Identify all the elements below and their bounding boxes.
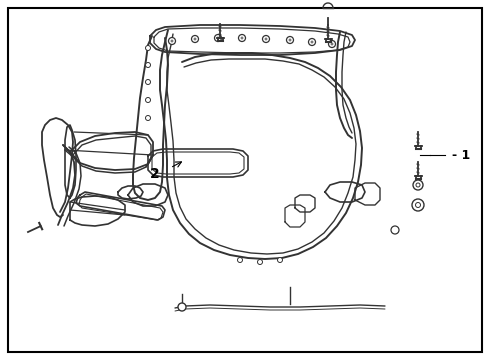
Circle shape (146, 98, 150, 103)
Circle shape (416, 202, 420, 207)
Circle shape (146, 63, 150, 68)
Circle shape (217, 37, 219, 39)
Circle shape (146, 80, 150, 85)
Circle shape (309, 39, 316, 45)
Circle shape (265, 38, 267, 40)
Circle shape (263, 36, 270, 42)
Circle shape (413, 180, 423, 190)
Circle shape (146, 116, 150, 121)
Circle shape (391, 226, 399, 234)
Circle shape (146, 45, 150, 50)
Circle shape (169, 37, 175, 45)
Circle shape (241, 37, 243, 39)
Circle shape (239, 35, 245, 41)
Text: 2: 2 (150, 167, 160, 181)
Circle shape (277, 257, 283, 262)
Circle shape (289, 39, 291, 41)
Circle shape (331, 43, 333, 45)
Circle shape (178, 303, 186, 311)
Circle shape (194, 38, 196, 40)
Circle shape (412, 199, 424, 211)
Circle shape (192, 36, 198, 42)
Text: - 1: - 1 (452, 149, 470, 162)
Circle shape (238, 257, 243, 262)
Circle shape (311, 41, 313, 43)
Circle shape (287, 36, 294, 44)
Circle shape (328, 40, 336, 48)
Circle shape (416, 183, 420, 187)
Circle shape (258, 260, 263, 265)
Circle shape (215, 35, 221, 41)
Circle shape (171, 40, 173, 42)
